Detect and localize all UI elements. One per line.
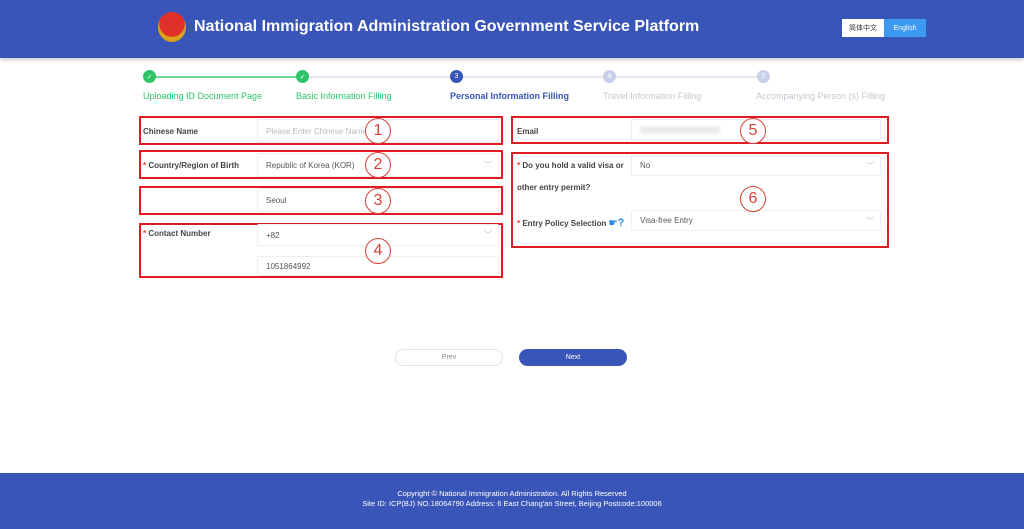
visa-label: * Do you hold a valid visa or: [517, 161, 624, 170]
annotation-box-6: [511, 152, 889, 248]
help-question-icon[interactable]: ?: [617, 217, 625, 229]
step-connector: [302, 76, 762, 78]
entry-policy-select[interactable]: Visa-free Entry ﹀: [631, 210, 881, 231]
annotation-box-3: [139, 186, 503, 215]
annotation-box-2: [139, 150, 503, 179]
lang-english-button[interactable]: English: [884, 19, 926, 37]
step-label: Travel Information Filling: [603, 91, 702, 101]
pointing-hand-icon: ☛: [608, 218, 618, 229]
annotation-number: 6: [740, 186, 766, 212]
next-button[interactable]: Next: [519, 349, 627, 366]
chinese-name-label: Chinese Name: [143, 127, 199, 136]
step-label: Uploading ID Document Page: [143, 91, 263, 101]
annotation-number: 4: [365, 238, 391, 264]
annotation-number: 5: [740, 118, 766, 144]
placeholder: Please Enter Chinese Name: [266, 126, 367, 136]
step-label: Accompanying Person (s) Filling: [756, 91, 886, 101]
chevron-down-icon: ﹀: [484, 160, 492, 170]
site-title: National Immigration Administration Gove…: [194, 18, 700, 35]
visa-label-cont: other entry permit?: [517, 183, 591, 192]
prev-button[interactable]: Prev: [395, 349, 503, 366]
step-number: 5: [757, 70, 770, 83]
annotation-number: 2: [365, 152, 391, 178]
annotation-number: 3: [365, 188, 391, 214]
step-label: Personal Information Filling: [450, 91, 570, 101]
step-connector: [149, 76, 302, 78]
national-emblem-logo: [158, 12, 186, 42]
visa-select[interactable]: No ﹀: [631, 155, 881, 176]
step-label: Basic Information Filling: [296, 91, 392, 101]
policy-label: * Entry Policy Selection ☛?: [517, 217, 625, 229]
step-number: 3: [450, 70, 463, 83]
step-number: 4: [603, 70, 616, 83]
chevron-down-icon: ﹀: [866, 216, 874, 225]
lang-chinese-button[interactable]: 简体中文: [842, 19, 884, 37]
redacted-email: [640, 127, 720, 133]
annotation-box-1: [139, 116, 503, 145]
step-check-icon: ✓: [296, 70, 309, 83]
email-label: Email: [517, 127, 539, 136]
chevron-down-icon: ﹀: [484, 230, 492, 240]
step-check-icon: ✓: [143, 70, 156, 83]
annotation-box-5: [511, 116, 889, 144]
birth-label: * Country/Region of Birth: [143, 161, 239, 170]
copyright-text: Copyright © National Immigration Adminis…: [397, 489, 627, 498]
annotation-number: 1: [365, 118, 391, 144]
chevron-down-icon: ﹀: [866, 161, 874, 170]
footer: Copyright © National Immigration Adminis…: [0, 473, 1024, 529]
contact-label: * Contact Number: [143, 229, 211, 238]
site-info-text: Site ID: ICP(BJ) NO.18064790 Address: 6 …: [362, 499, 662, 508]
